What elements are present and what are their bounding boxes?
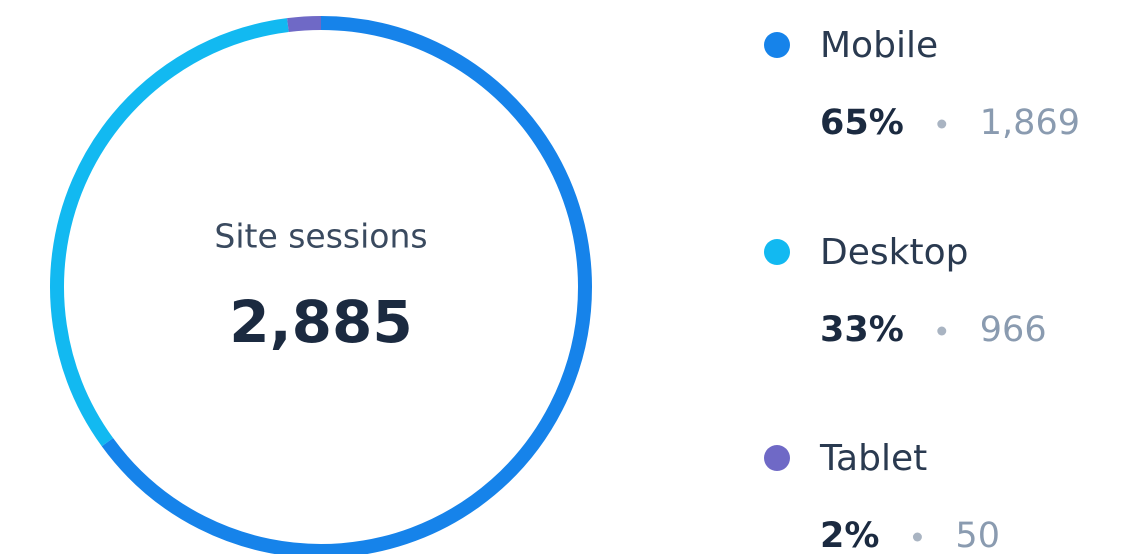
center-label: Site sessions (214, 217, 427, 256)
separator-dot (937, 119, 947, 129)
legend-dot (764, 32, 790, 58)
donut-segment (101, 16, 592, 554)
legend-label: Desktop (820, 232, 968, 273)
percent-label: 65% (820, 103, 904, 143)
donut-segment (50, 18, 289, 447)
legend-label: Mobile (820, 25, 938, 66)
count-label: 1,869 (980, 103, 1080, 143)
legend-dot (764, 239, 790, 265)
count-label: 966 (980, 310, 1047, 350)
center-value: 2,885 (229, 288, 412, 356)
percent-label: 2% (820, 516, 879, 554)
count-label: 50 (955, 516, 1000, 554)
legend-dot (764, 445, 790, 471)
legend-label: Tablet (819, 438, 927, 479)
percent-label: 33% (820, 310, 904, 350)
donut-segment (287, 16, 322, 33)
separator-dot (912, 532, 922, 542)
separator-dot (937, 326, 947, 336)
